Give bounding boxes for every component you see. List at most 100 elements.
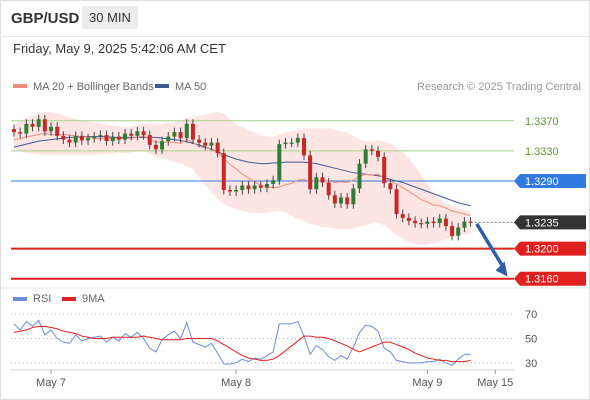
candle-26 <box>172 132 177 137</box>
forecast-arrow-shaft <box>475 222 507 271</box>
candle-55 <box>351 188 356 205</box>
level-tag-3 <box>514 215 586 230</box>
candle-21 <box>141 131 146 136</box>
symbol-title: GBP/USD <box>11 10 80 27</box>
bollinger-band <box>14 111 471 245</box>
candle-9 <box>67 139 72 143</box>
candle-73 <box>462 221 467 228</box>
candle-7 <box>55 126 60 136</box>
timeframe-badge[interactable]: 30 MIN <box>82 6 138 29</box>
level-label-1: 1.3330 <box>525 146 559 158</box>
candle-44 <box>283 142 288 145</box>
candle-63 <box>400 214 405 218</box>
credit-text: Research © 2025 Trading Central <box>417 81 581 93</box>
candle-24 <box>160 141 165 150</box>
candle-18 <box>123 133 128 140</box>
legend-swatch-ma20 <box>13 84 27 88</box>
candle-5 <box>42 119 47 132</box>
candle-36 <box>234 189 239 192</box>
ma50-line <box>13 136 471 207</box>
candle-65 <box>413 220 418 224</box>
candle-52 <box>332 195 337 204</box>
candle-8 <box>61 135 66 140</box>
x-label-0: May 7 <box>36 377 66 389</box>
candle-38 <box>246 185 251 190</box>
candle-47 <box>301 138 306 156</box>
rsi-tick-0: 70 <box>525 309 537 321</box>
candle-11 <box>79 135 84 141</box>
candle-71 <box>450 226 455 236</box>
candle-58 <box>369 149 374 151</box>
legend-swatch-9ma <box>62 297 76 301</box>
candle-74 <box>468 221 473 223</box>
rsi-tick-1: 50 <box>525 334 537 346</box>
candle-69 <box>437 218 442 224</box>
candle-35 <box>227 189 232 192</box>
level-label-5: 1.3160 <box>525 274 559 286</box>
candle-70 <box>443 218 448 227</box>
candle-48 <box>308 155 313 190</box>
level-tag-4 <box>514 241 586 256</box>
legend-ma50: MA 50 <box>175 81 206 93</box>
candle-29 <box>190 123 195 140</box>
candle-62 <box>394 189 399 215</box>
legend-ma20: MA 20 + Bollinger Bands <box>33 81 154 93</box>
rsi-line <box>13 319 471 366</box>
candle-4 <box>36 119 41 127</box>
candle-32 <box>209 142 214 146</box>
candle-68 <box>431 221 436 224</box>
candle-20 <box>135 131 140 136</box>
ma20-line <box>13 133 471 217</box>
candle-53 <box>339 197 344 204</box>
level-tag-2 <box>514 173 586 188</box>
candle-61 <box>388 183 393 190</box>
candle-66 <box>419 223 424 225</box>
candle-6 <box>49 126 54 132</box>
candle-60 <box>382 156 387 184</box>
candle-51 <box>326 182 331 196</box>
legend-swatch-rsi <box>13 297 27 301</box>
candle-72 <box>456 227 461 236</box>
x-label-3: May 15 <box>477 377 513 389</box>
x-label-2: May 9 <box>412 377 442 389</box>
rsi-tick-2: 30 <box>525 358 537 370</box>
candle-14 <box>98 135 103 137</box>
rsi-ma-line <box>13 325 471 363</box>
candle-49 <box>314 177 319 190</box>
candle-1 <box>18 132 23 134</box>
legend-swatch-ma50 <box>155 84 169 88</box>
candle-57 <box>363 149 368 164</box>
candle-15 <box>104 135 109 142</box>
datetime-label: Friday, May 9, 2025 5:42:06 AM CET <box>13 41 226 56</box>
candle-59 <box>376 150 381 157</box>
candle-31 <box>203 142 208 146</box>
candle-37 <box>240 185 245 190</box>
candle-19 <box>129 133 134 136</box>
candle-3 <box>30 123 35 127</box>
candle-28 <box>184 123 189 139</box>
candle-56 <box>357 163 362 189</box>
legend-rsi: RSI <box>33 293 51 305</box>
candle-25 <box>166 136 171 142</box>
candle-16 <box>110 136 115 142</box>
candle-67 <box>425 221 430 224</box>
candle-23 <box>153 144 158 150</box>
candle-34 <box>221 153 226 190</box>
level-label-0: 1.3370 <box>525 116 559 128</box>
legend-9ma: 9MA <box>82 293 105 305</box>
candle-45 <box>289 142 294 144</box>
candle-33 <box>215 142 220 154</box>
level-label-4: 1.3200 <box>525 244 559 256</box>
forecast-arrow-head <box>495 261 508 277</box>
candle-46 <box>295 138 300 143</box>
candle-54 <box>345 197 350 205</box>
candle-17 <box>116 136 121 140</box>
level-label-2: 1.3290 <box>525 176 559 188</box>
candle-30 <box>197 139 202 143</box>
candle-10 <box>73 135 78 143</box>
chart-header: GBP/USD 30 MIN <box>0 0 590 37</box>
candle-22 <box>147 135 152 145</box>
candle-12 <box>86 138 91 141</box>
candle-42 <box>271 180 276 184</box>
